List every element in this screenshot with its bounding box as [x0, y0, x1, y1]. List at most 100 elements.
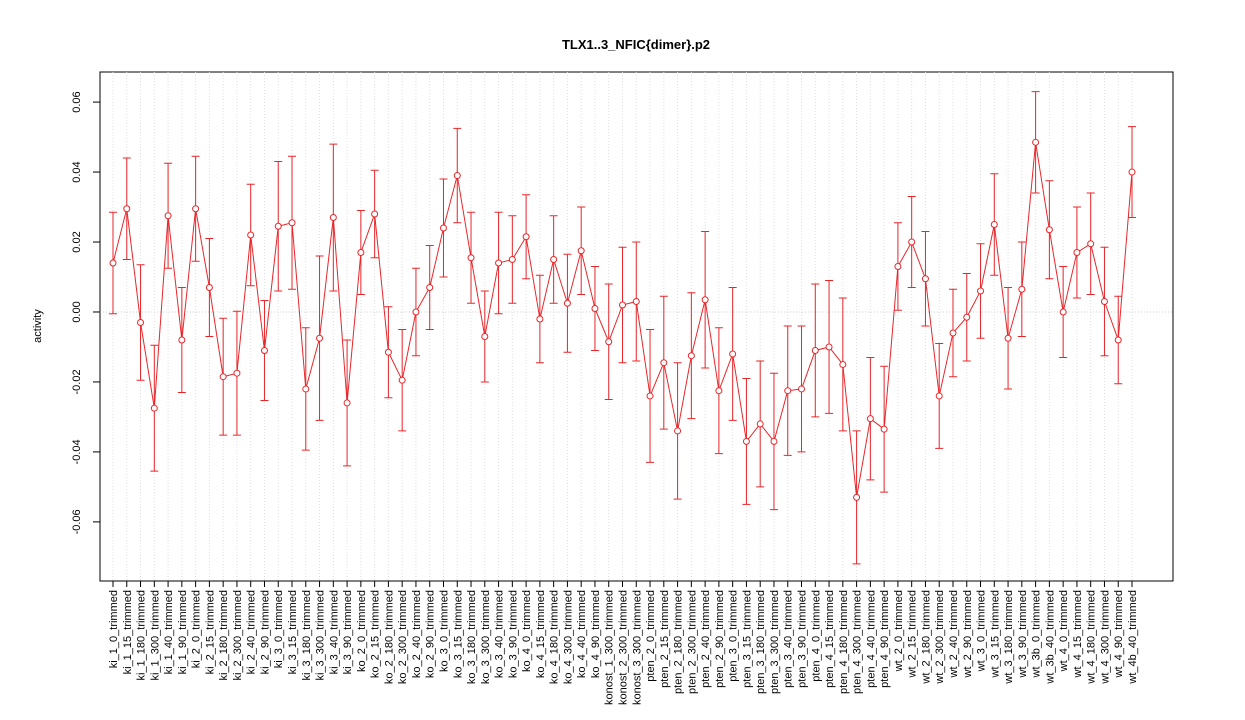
x-tick-label: ko_2_180_trimmed	[383, 590, 395, 684]
x-tick-label: ko_3_40_trimmed	[494, 590, 506, 678]
x-tick-label: konost_2_300_trimmed	[618, 590, 630, 705]
data-point	[646, 392, 654, 400]
data-point	[412, 308, 420, 316]
x-tick-label: ki_3_15_trimmed	[287, 590, 299, 674]
data-point	[866, 415, 874, 423]
x-tick-label: pten_3_180_trimmed	[755, 590, 767, 694]
x-tick-label: pten_2_90_trimmed	[714, 590, 726, 688]
x-tick-label: ki_2_180_trimmed	[218, 590, 230, 681]
data-point	[839, 360, 847, 368]
data-point	[316, 334, 324, 342]
data-point	[137, 318, 145, 326]
data-point	[192, 205, 200, 213]
x-tick-label: ko_3_180_trimmed	[466, 590, 478, 684]
x-tick-label: ko_4_0_trimmed	[521, 590, 533, 672]
data-point	[591, 304, 599, 312]
data-point	[784, 387, 792, 395]
x-tick-label: ko_4_40_trimmed	[576, 590, 588, 678]
data-point	[1018, 285, 1026, 293]
x-tick-label: wt_4_15_trimmed	[1072, 590, 1084, 678]
data-point	[536, 315, 544, 323]
x-tick-label: ki_3_180_trimmed	[301, 590, 313, 681]
x-tick-label: wt_4_300_trimmed	[1099, 590, 1111, 685]
x-tick-label: ko_2_90_trimmed	[425, 590, 437, 678]
data-point	[109, 259, 117, 267]
data-point	[302, 385, 310, 393]
x-tick-label: konost_3_300_trimmed	[631, 590, 643, 705]
x-tick-label: ko_4_15_trimmed	[535, 590, 547, 678]
x-tick-label: ki_1_0_trimmed	[108, 590, 120, 668]
x-tick-label: ko_3_300_trimmed	[480, 590, 492, 684]
data-point	[247, 231, 255, 239]
y-tick-label: 0.02	[71, 231, 83, 252]
x-tick-label: pten_2_0_trimmed	[645, 590, 657, 682]
data-point	[715, 387, 723, 395]
x-tick-label: wt_2_180_trimmed	[920, 590, 932, 685]
x-tick-label: wt_3_15_trimmed	[989, 590, 1001, 678]
x-tick-label: konost_1_300_trimmed	[604, 590, 616, 705]
x-tick-label: ki_2_300_trimmed	[232, 590, 244, 681]
x-tick-label: ki_3_40_trimmed	[328, 590, 340, 674]
data-point	[329, 214, 337, 222]
data-point	[908, 238, 916, 246]
data-point	[481, 332, 489, 340]
data-point	[674, 427, 682, 435]
x-tick-label: wt_3_180_trimmed	[1003, 590, 1015, 685]
data-point	[701, 296, 709, 304]
data-point	[495, 259, 503, 267]
x-tick-label: pten_4_180_trimmed	[838, 590, 850, 694]
y-tick-label: 0.04	[71, 161, 83, 182]
x-tick-label: ki_1_300_trimmed	[149, 590, 161, 681]
x-tick-label: wt_4_180_trimmed	[1086, 590, 1098, 685]
data-point	[563, 299, 571, 307]
x-tick-label: ko_3_90_trimmed	[507, 590, 519, 678]
data-point	[990, 221, 998, 229]
x-tick-label: pten_3_90_trimmed	[797, 590, 809, 688]
x-tick-label: ki_3_90_trimmed	[342, 590, 354, 674]
x-tick-label: ki_2_90_trimmed	[259, 590, 271, 674]
x-tick-label: pten_4_40_trimmed	[865, 590, 877, 688]
data-point	[1032, 138, 1040, 146]
x-tick-label: ki_3_300_trimmed	[315, 590, 327, 681]
y-tick-label: -0.02	[71, 369, 83, 394]
x-tick-label: ki_3_0_trimmed	[273, 590, 285, 668]
x-tick-label: wt_2_90_trimmed	[962, 590, 974, 678]
x-tick-label: pten_4_0_trimmed	[810, 590, 822, 682]
x-tick-label: pten_4_15_trimmed	[824, 590, 836, 688]
x-tick-label: ki_1_40_trimmed	[163, 590, 175, 674]
x-tick-label: ki_2_40_trimmed	[246, 590, 258, 674]
data-point	[123, 205, 131, 213]
data-point	[742, 437, 750, 445]
data-point	[935, 392, 943, 400]
data-point	[1114, 336, 1122, 344]
x-tick-label: ko_2_300_trimmed	[397, 590, 409, 684]
data-point	[660, 359, 668, 367]
data-point	[357, 249, 365, 257]
data-point	[577, 247, 585, 255]
data-point	[1004, 334, 1012, 342]
x-tick-label: wt_2_15_trimmed	[907, 590, 919, 678]
x-tick-label: wt_4_90_trimmed	[1113, 590, 1125, 678]
x-tick-label: ko_2_0_trimmed	[356, 590, 368, 672]
x-tick-label: ko_4_180_trimmed	[549, 590, 561, 684]
x-tick-label: pten_3_300_trimmed	[769, 590, 781, 694]
data-point	[384, 348, 392, 356]
x-tick-label: pten_2_180_trimmed	[673, 590, 685, 694]
data-point	[949, 329, 957, 337]
x-tick-label: pten_4_300_trimmed	[852, 590, 864, 694]
x-tick-label: ki_1_15_trimmed	[122, 590, 134, 674]
data-point	[619, 301, 626, 309]
x-tick-label: wt_2_40_trimmed	[948, 590, 960, 678]
x-tick-label: pten_2_40_trimmed	[700, 590, 712, 688]
x-tick-label: pten_3_40_trimmed	[783, 590, 795, 688]
x-tick-label: wt_4_0_trimmed	[1058, 590, 1070, 672]
data-point	[921, 275, 929, 283]
data-point	[178, 336, 186, 344]
x-tick-label: pten_2_300_trimmed	[686, 590, 698, 694]
data-point	[164, 212, 172, 220]
x-tick-label: wt_2_300_trimmed	[934, 590, 946, 685]
x-tick-label: ki_1_90_trimmed	[177, 590, 189, 674]
x-tick-label: wt_3_0_trimmed	[976, 590, 988, 672]
x-tick-label: pten_3_0_trimmed	[728, 590, 740, 682]
